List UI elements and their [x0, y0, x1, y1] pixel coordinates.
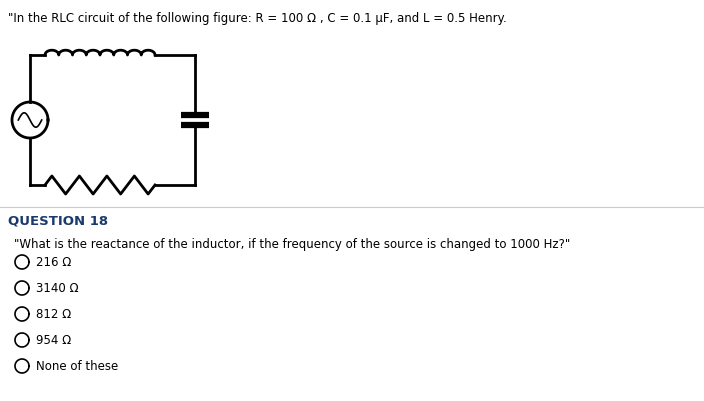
Text: 812 Ω: 812 Ω	[36, 308, 71, 320]
Text: 3140 Ω: 3140 Ω	[36, 282, 79, 294]
Text: 216 Ω: 216 Ω	[36, 255, 71, 269]
Text: QUESTION 18: QUESTION 18	[8, 215, 108, 228]
Text: None of these: None of these	[36, 360, 118, 373]
Text: "In the RLC circuit of the following figure: R = 100 Ω , C = 0.1 μF, and L = 0.5: "In the RLC circuit of the following fig…	[8, 12, 507, 25]
Text: "What is the reactance of the inductor, if the frequency of the source is change: "What is the reactance of the inductor, …	[14, 238, 570, 251]
Text: 954 Ω: 954 Ω	[36, 334, 71, 346]
